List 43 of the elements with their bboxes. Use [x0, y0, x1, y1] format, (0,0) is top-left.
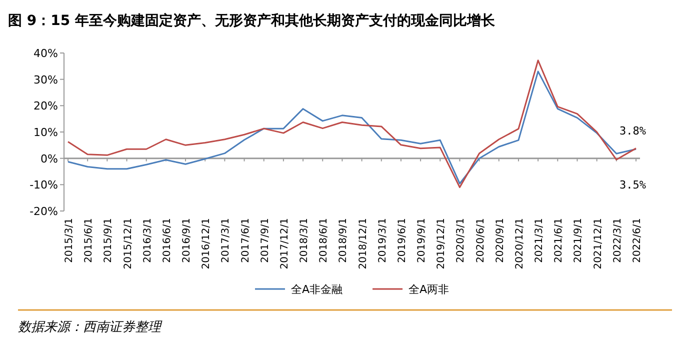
- x-tick-label: 2015/12/1: [122, 218, 134, 270]
- x-tick-label: 2015/3/1: [64, 218, 75, 263]
- y-tick-label: 40%: [34, 47, 58, 60]
- x-tick-label: 2018/3/1: [299, 218, 310, 263]
- x-tick-label: 2020/6/1: [475, 218, 486, 263]
- x-tick-label: 2018/9/1: [338, 218, 350, 263]
- x-tick-label: 2020/9/1: [494, 218, 506, 263]
- annotation: 3.5%: [620, 178, 646, 192]
- x-tick-label: 2017/3/1: [220, 218, 232, 263]
- x-tick-label: 2019/6/1: [396, 218, 408, 263]
- x-tick-label: 2017/6/1: [240, 218, 252, 263]
- x-tick-label: 2019/9/1: [416, 218, 428, 263]
- x-tick-label: 2016/9/1: [182, 218, 193, 263]
- x-tick-label: 2021/12/1: [592, 218, 604, 270]
- x-tick-label: 2016/3/1: [142, 218, 154, 263]
- x-tick-label: 2018/12/1: [358, 218, 369, 270]
- x-tick-label: 2015/6/1: [84, 218, 95, 263]
- x-tick-label: 2020/12/1: [514, 218, 526, 270]
- y-tick-label: 30%: [34, 73, 58, 86]
- x-tick-label: 2021/6/1: [554, 218, 565, 263]
- x-tick-label: 2017/9/1: [260, 218, 271, 263]
- legend-label: 全A非金融: [291, 283, 343, 296]
- x-tick-label: 2020/3/1: [456, 218, 467, 263]
- x-tick-label: 2022/6/1: [632, 218, 643, 263]
- x-tick-label: 2019/12/1: [436, 218, 448, 270]
- x-tick-label: 2021/3/1: [534, 218, 546, 263]
- x-tick-label: 2016/12/1: [201, 218, 212, 270]
- y-tick-label: 10%: [34, 126, 58, 139]
- y-tick-label: 0%: [40, 152, 58, 166]
- x-tick-label: 2018/6/1: [318, 218, 330, 263]
- y-tick-label: -10%: [30, 178, 58, 192]
- x-tick-label: 2021/9/1: [573, 218, 584, 263]
- x-tick-label: 2022/3/1: [612, 218, 624, 263]
- x-tick-label: 2019/3/1: [377, 218, 388, 263]
- x-tick-label: 2016/6/1: [162, 218, 173, 263]
- x-tick-label: 2017/12/1: [279, 218, 290, 270]
- source-note: 数据来源：西南证券整理: [18, 320, 163, 335]
- chart-title: 图 9：15 年至今购建固定资产、无形资产和其他长期资产支付的现金同比增长: [8, 12, 496, 29]
- annotation: 3.8%: [620, 124, 646, 138]
- legend-label: 全A两非: [408, 283, 450, 296]
- y-tick-label: -20%: [30, 205, 58, 218]
- x-tick-label: 2015/9/1: [103, 218, 114, 263]
- y-tick-label: 20%: [34, 100, 58, 113]
